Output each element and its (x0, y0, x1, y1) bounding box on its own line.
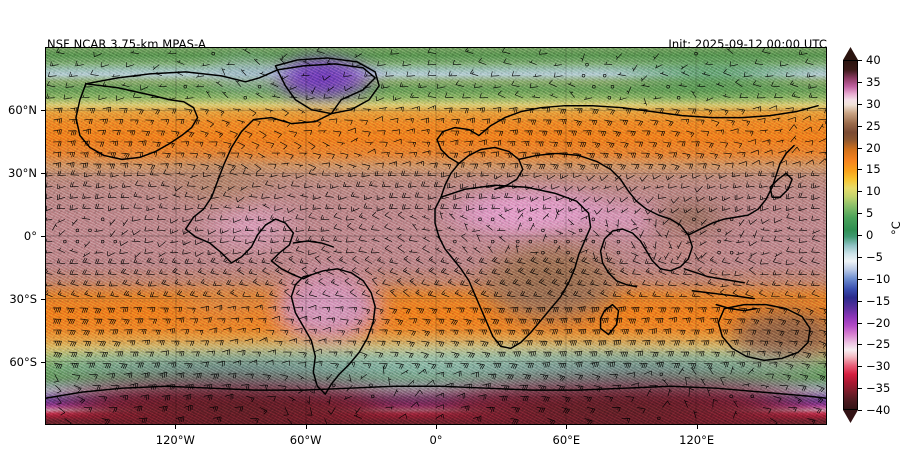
colorbar-tick-label: −20 (866, 315, 891, 330)
latitude-tick-label: 30°N (8, 166, 37, 180)
wind-barb-overlay (46, 48, 826, 424)
longitude-tick-label: 0° (429, 433, 443, 447)
colorbar-tick (858, 81, 862, 83)
colorbar-tick-label: −30 (866, 359, 891, 374)
longitude-tick-label: 120°E (679, 433, 715, 447)
longitude-tick-label: 120°W (155, 433, 195, 447)
colorbar-tick-label: −15 (866, 293, 891, 308)
colorbar-gradient (843, 60, 858, 410)
colorbar-tick (858, 191, 862, 193)
colorbar-tick-label: 30 (866, 96, 881, 111)
graticule-overlay (46, 48, 826, 424)
colorbar: 40 35 30 25 20 15 10 5 0 −5 −10 −15 −20 −25 −30 −35 −40 (843, 47, 890, 423)
colorbar-tick-label: −40 (866, 403, 891, 417)
colorbar-tick (858, 235, 862, 236)
colorbar-tick (858, 213, 862, 215)
latitude-tick (41, 362, 45, 363)
colorbar-tick (858, 125, 862, 127)
colorbar-tick (858, 169, 862, 171)
colorbar-tick (858, 322, 862, 324)
latitude-tick (41, 173, 45, 174)
colorbar-tick-label: 20 (866, 140, 881, 155)
colorbar-tick (858, 300, 862, 302)
longitude-tick-label: 60°W (289, 433, 322, 447)
longitude-tick (305, 425, 307, 429)
colorbar-tick (858, 278, 862, 280)
map-plot-area (45, 47, 827, 425)
colorbar-tick (858, 256, 862, 258)
latitude-tick-label: 0° (23, 229, 37, 243)
mesh-texture-overlay (46, 48, 826, 424)
latitude-tick (41, 299, 45, 300)
longitude-tick (566, 425, 568, 429)
longitude-tick (696, 425, 698, 429)
colorbar-extend-min-arrow (843, 410, 858, 423)
latitude-tick (41, 110, 45, 111)
colorbar-tick-label: 35 (866, 74, 881, 89)
colorbar-tick-label: 0 (866, 228, 874, 242)
coastline-overlay (46, 57, 826, 399)
colorbar-tick-label: 40 (866, 53, 881, 67)
longitude-tick-label: 60°E (552, 433, 581, 447)
longitude-tick (175, 425, 177, 429)
mesh-grain-overlay (46, 48, 826, 424)
colorbar-tick (858, 103, 862, 105)
colorbar-tick-label: −10 (866, 271, 891, 286)
colorbar-tick (858, 410, 862, 411)
colorbar-tick (858, 147, 862, 149)
colorbar-tick-label: 25 (866, 118, 881, 133)
latitude-tick (41, 236, 45, 237)
latitude-tick-label: 60°N (8, 103, 37, 117)
colorbar-tick (858, 388, 862, 390)
colorbar-title: °C (889, 221, 903, 235)
colorbar-tick (858, 344, 862, 346)
colorbar-tick (858, 366, 862, 368)
colorbar-tick-label: −25 (866, 337, 891, 352)
colorbar-tick-label: 15 (866, 162, 881, 177)
colorbar-extend-max-arrow (843, 47, 858, 60)
latitude-tick-label: 30°S (9, 292, 37, 306)
longitude-tick (436, 425, 437, 429)
colorbar-tick-label: −35 (866, 381, 891, 396)
latitude-tick-label: 60°S (9, 355, 37, 369)
colorbar-tick-label: 10 (866, 184, 881, 199)
colorbar-tick-label: 5 (866, 206, 874, 221)
colorbar-tick (858, 60, 862, 61)
colorbar-tick-label: −5 (866, 249, 883, 264)
